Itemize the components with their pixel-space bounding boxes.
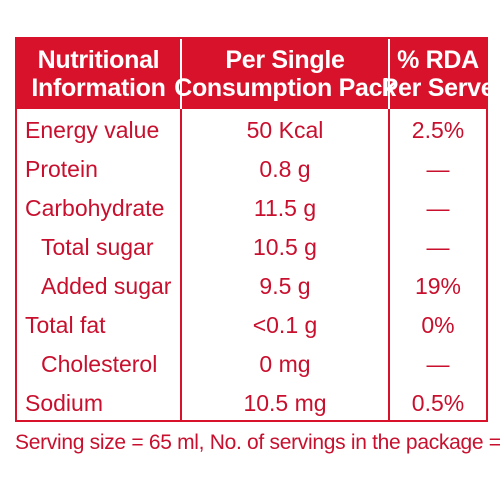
row-name: Protein (25, 156, 98, 182)
table-row-carbohydrate: Carbohydrate 11.5 g — (17, 189, 486, 227)
row-value: 10.5 mg (243, 390, 327, 416)
row-value: 10.5 g (253, 234, 317, 260)
row-rda: 2.5% (411, 117, 465, 143)
row-rda: 0% (421, 312, 455, 338)
row-name: Total fat (25, 312, 106, 338)
header-col3-line2: Per Serve (381, 74, 495, 102)
header-divider (180, 39, 182, 109)
table-row-total-sugar: Total sugar 10.5 g — (17, 228, 486, 266)
row-rda: — (426, 351, 450, 377)
row-value: 0.8 g (259, 156, 311, 182)
header-col2-line1: Per Single (225, 46, 345, 74)
row-name: Total sugar (41, 234, 154, 260)
row-value: 9.5 g (259, 273, 311, 299)
header-divider (388, 39, 390, 109)
nutrition-table: Nutritional Information Per Single Consu… (15, 37, 495, 422)
row-rda: — (426, 156, 450, 182)
table-header: Nutritional Information Per Single Consu… (17, 39, 495, 109)
row-name: Sodium (25, 390, 103, 416)
row-name: Cholesterol (41, 351, 158, 377)
serving-size-note: Serving size = 65 ml, No. of servings in… (15, 431, 500, 454)
row-rda: — (426, 234, 450, 260)
row-name: Energy value (25, 117, 160, 143)
table-row-energy: Energy value 50 Kcal 2.5% (17, 111, 486, 149)
column-divider (388, 109, 390, 420)
header-per-single-pack: Per Single Consumption Pack (174, 39, 396, 109)
table-row-added-sugar: Added sugar 9.5 g 19% (17, 267, 486, 305)
row-rda: — (426, 195, 450, 221)
header-col3-line1: % RDA (397, 46, 479, 74)
row-value: 50 Kcal (246, 117, 324, 143)
row-name: Added sugar (41, 273, 172, 299)
table-row-cholesterol: Cholesterol 0 mg — (17, 345, 486, 383)
table-row-total-fat: Total fat <0.1 g 0% (17, 306, 486, 344)
row-rda: 19% (414, 273, 462, 299)
column-divider (180, 109, 182, 420)
header-col2-line2: Consumption Pack (174, 74, 396, 102)
header-nutritional-information: Nutritional Information (17, 39, 180, 109)
header-col1-line2: Information (31, 74, 166, 102)
header-rda-per-serve: % RDA Per Serve (382, 39, 495, 109)
row-value: 0 mg (259, 351, 311, 377)
header-col1-line1: Nutritional (37, 46, 160, 74)
row-name: Carbohydrate (25, 195, 165, 221)
row-value: <0.1 g (252, 312, 318, 338)
row-rda: 0.5% (411, 390, 465, 416)
row-value: 11.5 g (253, 195, 317, 221)
table-row-protein: Protein 0.8 g — (17, 150, 486, 188)
table-row-sodium: Sodium 10.5 mg 0.5% (17, 384, 486, 422)
